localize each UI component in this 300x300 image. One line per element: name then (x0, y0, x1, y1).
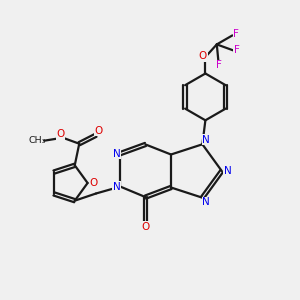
Text: N: N (202, 135, 210, 145)
Text: O: O (94, 126, 102, 136)
Text: O: O (89, 178, 98, 188)
Text: N: N (113, 182, 121, 192)
Text: N: N (224, 166, 232, 176)
Text: N: N (113, 148, 121, 159)
Text: F: F (216, 60, 222, 70)
Text: O: O (56, 129, 64, 139)
Text: F: F (234, 45, 240, 56)
Text: O: O (141, 221, 150, 232)
Text: F: F (233, 29, 239, 39)
Text: N: N (202, 197, 210, 207)
Text: CH₃: CH₃ (29, 136, 46, 145)
Text: O: O (199, 51, 207, 62)
